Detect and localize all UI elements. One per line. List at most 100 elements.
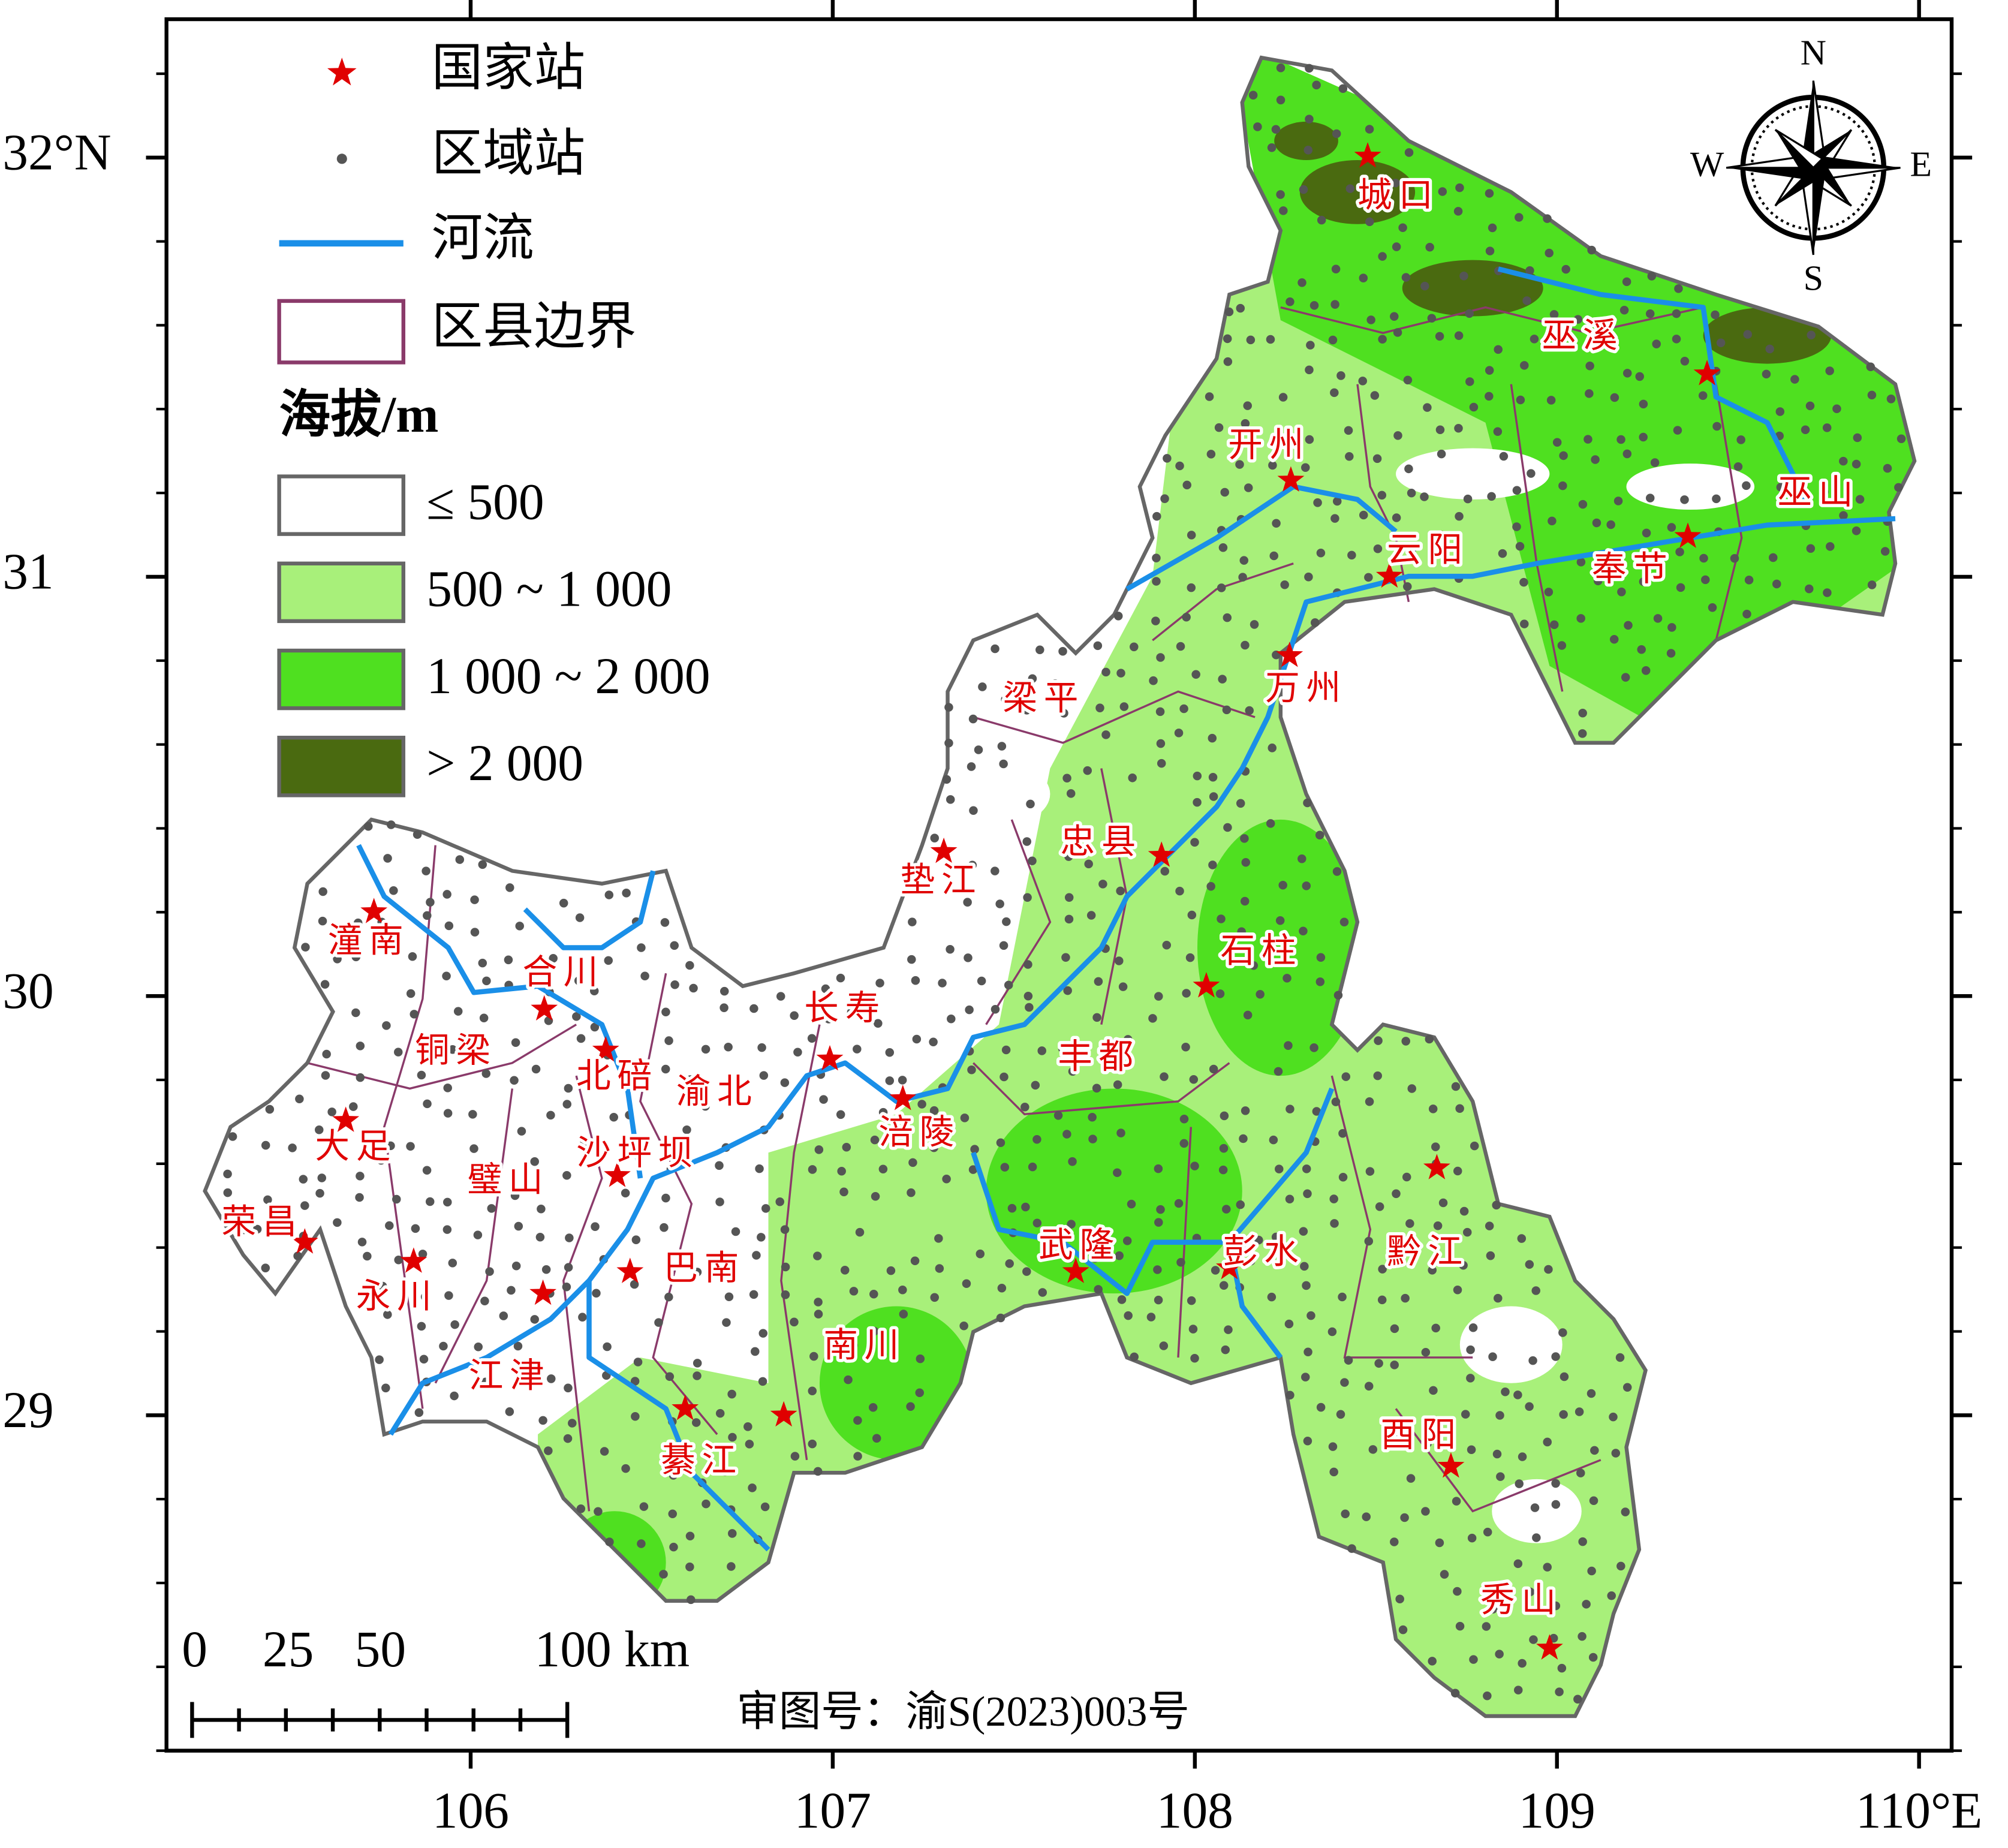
regional-station: [1176, 1258, 1185, 1267]
regional-station: [1062, 1130, 1071, 1139]
approval-note: 审图号：渝S(2023)003号: [736, 1689, 1190, 1735]
regional-station: [1245, 706, 1254, 715]
district-label: 沙坪坝: [576, 1134, 699, 1172]
regional-station: [453, 1007, 463, 1016]
regional-station: [1301, 463, 1310, 472]
regional-station: [637, 1539, 646, 1548]
regional-station: [630, 1377, 640, 1386]
regional-station: [265, 1104, 275, 1114]
regional-station: [485, 1267, 494, 1276]
regional-station: [1284, 1041, 1293, 1050]
regional-station: [907, 955, 916, 964]
district-label: 武隆: [1038, 1227, 1121, 1265]
regional-station: [758, 1377, 767, 1386]
regional-station: [1622, 369, 1632, 378]
regional-station: [511, 1038, 520, 1048]
regional-station: [929, 1106, 939, 1115]
regional-station: [781, 1290, 790, 1299]
regional-station: [780, 1225, 790, 1234]
regional-station: [414, 1408, 424, 1417]
national-station: [1276, 642, 1303, 667]
regional-station: [1312, 80, 1321, 90]
regional-station: [1530, 335, 1539, 344]
regional-station: [480, 1296, 489, 1306]
regional-station: [1113, 612, 1123, 621]
district-boundary: [973, 1062, 1230, 1115]
regional-station: [1243, 401, 1252, 410]
regional-station: [944, 738, 953, 748]
regional-station: [1582, 1600, 1591, 1609]
national-station: [400, 1247, 428, 1273]
regional-station: [1402, 1172, 1411, 1182]
regional-station: [487, 1204, 496, 1213]
regional-station: [1209, 792, 1218, 801]
y-tick-label: 32°N: [2, 124, 111, 180]
regional-station: [929, 1037, 938, 1046]
regional-station: [288, 1143, 297, 1152]
regional-station: [1152, 511, 1161, 521]
regional-station: [1470, 1141, 1479, 1151]
regional-station: [1645, 493, 1655, 502]
scale-label: 0: [182, 1621, 207, 1678]
regional-station: [1512, 522, 1521, 531]
regional-station: [1332, 129, 1341, 139]
regional-station: [1459, 1206, 1469, 1216]
regional-station: [423, 1099, 432, 1109]
regional-station: [1642, 528, 1651, 538]
regional-station: [1543, 1437, 1552, 1447]
regional-station: [530, 1157, 539, 1166]
regional-station: [1313, 498, 1322, 507]
regional-station: [406, 1142, 415, 1151]
regional-station: [640, 971, 649, 980]
regional-station: [938, 979, 947, 988]
regional-station: [1454, 331, 1464, 341]
regional-station: [223, 1169, 232, 1179]
regional-station: [960, 1113, 970, 1122]
regional-station: [1153, 1265, 1162, 1274]
regional-station: [1390, 312, 1399, 321]
regional-station: [1515, 1479, 1524, 1488]
national-station: [889, 1085, 917, 1110]
regional-station: [1515, 213, 1524, 222]
regional-station: [757, 1043, 766, 1052]
regional-station: [898, 1285, 907, 1295]
regional-station: [1254, 1235, 1263, 1245]
regional-station: [1650, 458, 1660, 467]
regional-station: [1315, 977, 1325, 986]
regional-station: [419, 1355, 429, 1364]
regional-station: [1622, 449, 1632, 459]
regional-station: [1007, 1203, 1017, 1213]
regional-station: [565, 1233, 574, 1242]
regional-station: [1303, 146, 1313, 155]
regional-station: [1667, 523, 1676, 532]
regional-station: [1256, 989, 1265, 999]
regional-station: [1368, 1445, 1378, 1454]
regional-station: [1303, 1347, 1312, 1357]
regional-station: [1544, 588, 1554, 597]
regional-station: [1421, 1347, 1431, 1357]
regional-station: [1639, 432, 1648, 442]
legend-label: 区县边界: [432, 299, 637, 355]
district-label: 潼南: [328, 922, 410, 959]
regional-station: [1404, 148, 1414, 157]
regional-station: [965, 1005, 974, 1015]
regional-station: [1525, 1260, 1534, 1269]
regional-station: [1425, 1034, 1434, 1044]
regional-station: [1378, 335, 1387, 344]
regional-station: [978, 682, 987, 691]
regional-station: [568, 1419, 577, 1428]
regional-station: [727, 1562, 736, 1571]
regional-station: [790, 1011, 799, 1020]
regional-station: [1312, 1107, 1321, 1116]
regional-station: [1206, 450, 1216, 459]
regional-station: [1453, 1285, 1462, 1295]
regional-station: [977, 976, 986, 986]
regional-station: [1275, 916, 1285, 925]
regional-station: [1338, 1128, 1347, 1138]
regional-station: [318, 887, 327, 896]
elevation-high: [1197, 819, 1364, 1076]
regional-station: [1551, 1352, 1560, 1361]
regional-station: [1492, 1449, 1502, 1459]
regional-station: [1585, 389, 1594, 398]
